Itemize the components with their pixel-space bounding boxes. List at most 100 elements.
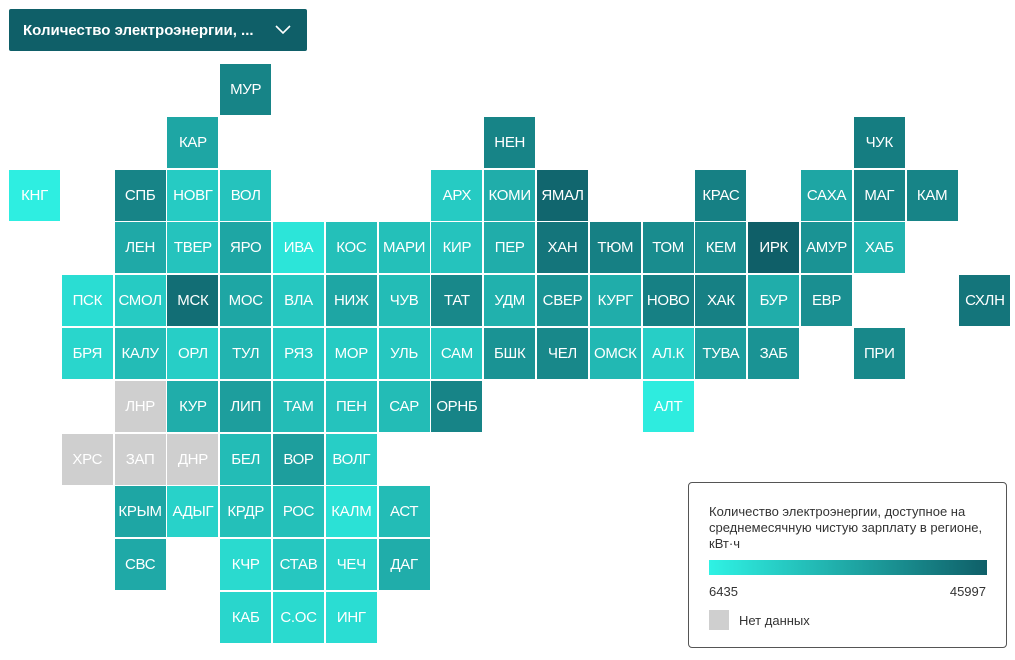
- region-tile[interactable]: ЗАП: [114, 433, 166, 485]
- region-tile[interactable]: АСТ: [378, 486, 430, 538]
- region-tile[interactable]: МОР: [325, 328, 377, 379]
- region-tile[interactable]: НЕН: [484, 116, 536, 168]
- region-tile[interactable]: ПСК: [61, 275, 113, 327]
- region-tile[interactable]: МАРИ: [378, 222, 430, 274]
- region-tile[interactable]: АМУР: [801, 222, 852, 274]
- region-tile[interactable]: ЧУК: [853, 116, 905, 168]
- region-tile[interactable]: КАЛУ: [114, 328, 166, 379]
- region-tile[interactable]: ОРЛ: [167, 328, 219, 379]
- region-tile[interactable]: ТВЕР: [167, 222, 219, 274]
- region-tile[interactable]: КОМИ: [484, 169, 536, 221]
- region-tile[interactable]: МСК: [167, 275, 219, 327]
- region-tile[interactable]: ТОМ: [642, 222, 694, 274]
- region-tile[interactable]: ДАГ: [378, 539, 430, 591]
- region-tile[interactable]: УДМ: [484, 275, 536, 327]
- region-tile[interactable]: ЯМАЛ: [537, 169, 588, 221]
- region-tile[interactable]: АЛ.К: [642, 328, 694, 379]
- region-tile[interactable]: ВОР: [273, 433, 324, 485]
- region-tile[interactable]: ЕВР: [801, 275, 852, 327]
- region-tile[interactable]: ЧЕЛ: [537, 328, 588, 379]
- indicator-dropdown[interactable]: Количество электроэнергии, ...: [9, 9, 307, 51]
- region-tile[interactable]: ЗАБ: [748, 328, 800, 379]
- chevron-down-icon[interactable]: [273, 20, 293, 40]
- region-tile[interactable]: ПЕН: [325, 380, 377, 432]
- region-tile[interactable]: ТАТ: [431, 275, 483, 327]
- region-tile[interactable]: КЕМ: [695, 222, 747, 274]
- legend-no-data-label: Нет данных: [739, 613, 810, 628]
- region-tile[interactable]: ТАМ: [273, 380, 324, 432]
- region-tile[interactable]: СВЕР: [537, 275, 588, 327]
- region-tile[interactable]: ИРК: [748, 222, 800, 274]
- legend-no-data-swatch: [709, 610, 729, 630]
- region-tile[interactable]: МОС: [220, 275, 272, 327]
- region-tile[interactable]: САР: [378, 380, 430, 432]
- region-tile[interactable]: НОВГ: [167, 169, 219, 221]
- region-tile[interactable]: ТЮМ: [589, 222, 641, 274]
- region-tile[interactable]: ПРИ: [853, 328, 905, 379]
- legend-max-label: 45997: [949, 584, 986, 599]
- region-tile[interactable]: БУР: [748, 275, 800, 327]
- region-tile[interactable]: АЛТ: [642, 380, 694, 432]
- region-tile[interactable]: КЧР: [220, 539, 272, 591]
- region-tile[interactable]: МАГ: [853, 169, 905, 221]
- region-tile[interactable]: НИЖ: [325, 275, 377, 327]
- region-tile[interactable]: АДЫГ: [167, 486, 219, 538]
- region-tile[interactable]: КРЫМ: [114, 486, 166, 538]
- region-tile[interactable]: ТУВА: [695, 328, 747, 379]
- region-tile[interactable]: ЧЕЧ: [325, 539, 377, 591]
- region-tile[interactable]: С.ОС: [273, 592, 324, 643]
- region-tile[interactable]: КУРГ: [589, 275, 641, 327]
- region-tile[interactable]: НОВО: [642, 275, 694, 327]
- region-tile[interactable]: КРДР: [220, 486, 272, 538]
- legend-min-label: 6435: [709, 584, 738, 599]
- region-tile[interactable]: УЛЬ: [378, 328, 430, 379]
- region-tile[interactable]: САХА: [801, 169, 852, 221]
- region-tile[interactable]: ХАБ: [853, 222, 905, 274]
- region-tile[interactable]: ДНР: [167, 433, 219, 485]
- legend-color-bar: [709, 560, 987, 575]
- region-tile[interactable]: ОМСК: [589, 328, 641, 379]
- region-tile[interactable]: КАЛМ: [325, 486, 377, 538]
- region-tile[interactable]: СПБ: [114, 169, 166, 221]
- region-tile[interactable]: ВОЛ: [220, 169, 272, 221]
- region-tile[interactable]: ВЛА: [273, 275, 324, 327]
- legend: Количество электроэнергии, доступное на …: [688, 482, 1007, 648]
- region-tile[interactable]: ЛНР: [114, 380, 166, 432]
- region-tile[interactable]: КРАС: [695, 169, 747, 221]
- region-tile[interactable]: КИР: [431, 222, 483, 274]
- region-tile[interactable]: ПЕР: [484, 222, 536, 274]
- region-tile[interactable]: ЛЕН: [114, 222, 166, 274]
- region-tile[interactable]: АРХ: [431, 169, 483, 221]
- region-tile[interactable]: ТУЛ: [220, 328, 272, 379]
- indicator-dropdown-label: Количество электроэнергии, ...: [23, 21, 254, 39]
- region-tile[interactable]: ЧУВ: [378, 275, 430, 327]
- region-tile[interactable]: ВОЛГ: [325, 433, 377, 485]
- region-tile[interactable]: САМ: [431, 328, 483, 379]
- region-tile[interactable]: БРЯ: [61, 328, 113, 379]
- region-tile[interactable]: КНГ: [9, 169, 60, 221]
- region-tile[interactable]: СХЛН: [959, 275, 1011, 327]
- region-tile[interactable]: БШК: [484, 328, 536, 379]
- region-tile[interactable]: ИНГ: [325, 592, 377, 643]
- region-tile[interactable]: ЛИП: [220, 380, 272, 432]
- region-tile[interactable]: КУР: [167, 380, 219, 432]
- region-tile[interactable]: ИВА: [273, 222, 324, 274]
- region-tile[interactable]: РЯЗ: [273, 328, 324, 379]
- region-tile[interactable]: РОС: [273, 486, 324, 538]
- region-tile[interactable]: МУР: [220, 64, 272, 115]
- region-tile[interactable]: СМОЛ: [114, 275, 166, 327]
- region-tile[interactable]: ХРС: [61, 433, 113, 485]
- region-tile[interactable]: СТАВ: [273, 539, 324, 591]
- region-tile[interactable]: ЯРО: [220, 222, 272, 274]
- region-tile[interactable]: КАР: [167, 116, 219, 168]
- region-tile[interactable]: ХАК: [695, 275, 747, 327]
- legend-title: Количество электроэнергии, доступное на …: [709, 504, 983, 551]
- region-tile[interactable]: ХАН: [537, 222, 588, 274]
- region-tile[interactable]: КОС: [325, 222, 377, 274]
- region-tile[interactable]: КАМ: [906, 169, 958, 221]
- region-tile[interactable]: СВС: [114, 539, 166, 591]
- region-tile[interactable]: КАБ: [220, 592, 272, 643]
- region-tile[interactable]: ОРНБ: [431, 380, 483, 432]
- region-tile[interactable]: БЕЛ: [220, 433, 272, 485]
